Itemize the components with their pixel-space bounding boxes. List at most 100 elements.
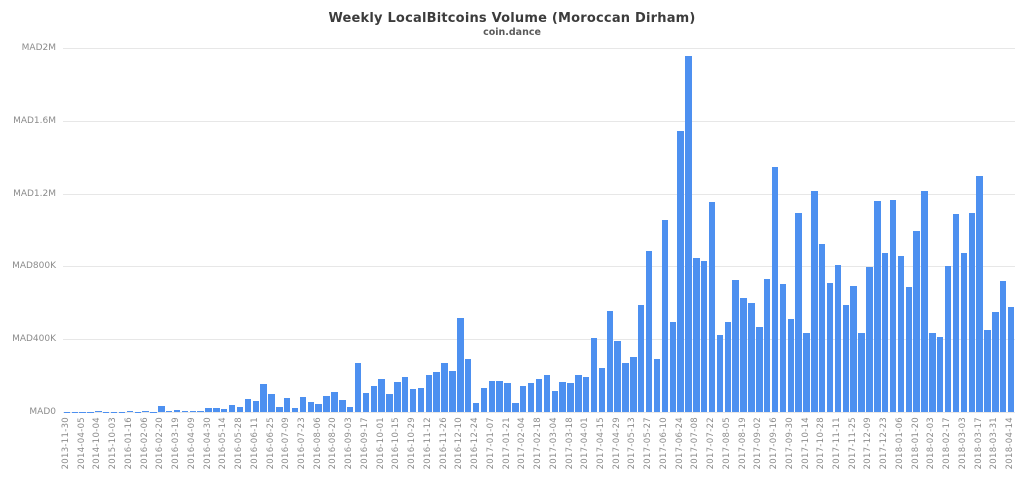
x-tick-label: 2017-03-04 xyxy=(548,417,559,470)
x-tick-label: 2016-08-20 xyxy=(328,417,339,470)
volume-bar xyxy=(677,130,684,412)
volume-bar xyxy=(661,219,669,412)
x-tick-label: 2017-11-25 xyxy=(847,417,858,470)
volume-bar xyxy=(268,393,275,412)
volume-bar xyxy=(331,391,338,412)
x-tick-label: 2017-01-21 xyxy=(501,417,512,470)
volume-bar xyxy=(228,404,236,412)
volume-bar xyxy=(378,379,385,412)
volume-bar xyxy=(95,411,102,412)
volume-bar xyxy=(881,252,889,412)
volume-bar xyxy=(409,389,417,412)
volume-bar xyxy=(701,260,708,412)
x-tick-label: 2016-07-23 xyxy=(297,417,307,470)
volume-bar xyxy=(386,393,393,412)
volume-bar xyxy=(181,411,189,412)
y-tick-label: MAD800K xyxy=(12,261,56,272)
volume-bar xyxy=(464,358,472,412)
volume-bar xyxy=(158,406,165,412)
volume-bar xyxy=(756,327,763,412)
volume-bar xyxy=(606,311,614,412)
volume-bar xyxy=(968,212,975,412)
volume-bar xyxy=(748,303,755,412)
x-tick-label: 2016-03-19 xyxy=(171,417,182,470)
volume-bar xyxy=(740,298,747,412)
x-tick-label: 2017-04-01 xyxy=(580,417,591,470)
x-tick-label: 2018-01-20 xyxy=(910,417,921,470)
x-tick-label: 2014-04-05 xyxy=(76,417,87,470)
volume-bar xyxy=(921,190,928,412)
volume-bar xyxy=(929,333,936,412)
x-tick-label: 2018-04-14 xyxy=(1005,417,1016,470)
x-tick-label: 2016-11-26 xyxy=(438,417,449,470)
x-tick-label: 2017-03-18 xyxy=(564,417,575,470)
volume-bar xyxy=(323,395,330,412)
x-tick-label: 2017-02-18 xyxy=(533,417,543,470)
plot-area xyxy=(63,48,1015,412)
volume-bar xyxy=(221,408,228,412)
x-tick-label: 2016-10-01 xyxy=(375,417,386,470)
volume-bar xyxy=(165,411,173,412)
x-tick-label: 2017-06-24 xyxy=(674,417,685,470)
x-tick-label: 2016-09-03 xyxy=(344,417,355,470)
volume-bar xyxy=(236,406,244,412)
volume-bar xyxy=(362,392,370,412)
x-tick-label: 2018-03-17 xyxy=(973,417,984,470)
y-tick-label: MAD0 xyxy=(29,407,56,417)
volume-bar xyxy=(433,371,440,412)
x-tick-label: 2017-12-23 xyxy=(879,417,890,470)
x-tick-label: 2017-07-08 xyxy=(690,417,701,470)
y-tick-label: MAD2M xyxy=(21,43,56,53)
volume-bar xyxy=(189,411,197,412)
volume-bar xyxy=(339,400,346,412)
volume-bar xyxy=(984,329,991,412)
volume-bar xyxy=(897,255,905,412)
x-tick-label: 2017-09-02 xyxy=(753,417,764,470)
x-tick-label: 2017-04-15 xyxy=(595,417,606,470)
volume-bar xyxy=(992,311,999,412)
volume-bar xyxy=(559,381,566,412)
x-tick-label: 2017-04-29 xyxy=(611,417,622,470)
x-tick-label: 2016-08-06 xyxy=(312,417,323,470)
x-tick-label: 2016-12-24 xyxy=(470,417,481,470)
x-tick-label: 2018-03-31 xyxy=(989,417,1000,470)
volume-bar xyxy=(291,408,299,412)
volume-bar xyxy=(244,398,252,412)
volume-bar xyxy=(614,341,621,412)
volume-bar xyxy=(826,282,834,412)
x-tick-label: 2018-02-03 xyxy=(926,417,937,470)
volume-bar xyxy=(142,410,149,412)
volume-bar xyxy=(346,407,354,412)
volume-bar xyxy=(260,383,267,412)
x-tick-label: 2016-06-11 xyxy=(249,417,260,470)
chart-subtitle: coin.dance xyxy=(483,27,541,38)
volume-bar xyxy=(276,406,283,412)
volume-bar xyxy=(496,381,503,412)
x-tick-label: 2017-06-10 xyxy=(658,417,669,470)
volume-bar xyxy=(944,265,952,412)
volume-bar xyxy=(213,407,220,412)
x-tick-label: 2017-07-22 xyxy=(706,417,717,470)
x-tick-label: 2017-12-09 xyxy=(863,417,874,470)
volume-bar xyxy=(937,337,944,412)
volume-bar xyxy=(543,374,551,412)
gridline xyxy=(63,193,1015,195)
volume-bar xyxy=(622,362,629,412)
volume-bar xyxy=(441,362,448,412)
volume-bar xyxy=(685,56,692,412)
x-tick-label: 2018-01-06 xyxy=(894,417,905,470)
x-tick-label: 2017-10-14 xyxy=(800,417,811,470)
x-tick-label: 2016-06-25 xyxy=(265,417,276,470)
volume-bar xyxy=(488,381,495,412)
x-tick-label: 2016-05-14 xyxy=(218,417,229,470)
volume-bar xyxy=(874,200,881,412)
x-tick-label: 2017-05-27 xyxy=(643,417,654,470)
volume-bar xyxy=(645,251,653,412)
x-tick-label: 2017-08-05 xyxy=(721,417,732,470)
volume-bar xyxy=(842,304,850,412)
x-tick-label: 2018-02-17 xyxy=(942,417,953,470)
gridline xyxy=(63,48,1015,49)
volume-bar xyxy=(307,401,315,412)
volume-bar xyxy=(913,231,920,412)
volume-bar xyxy=(669,321,676,412)
